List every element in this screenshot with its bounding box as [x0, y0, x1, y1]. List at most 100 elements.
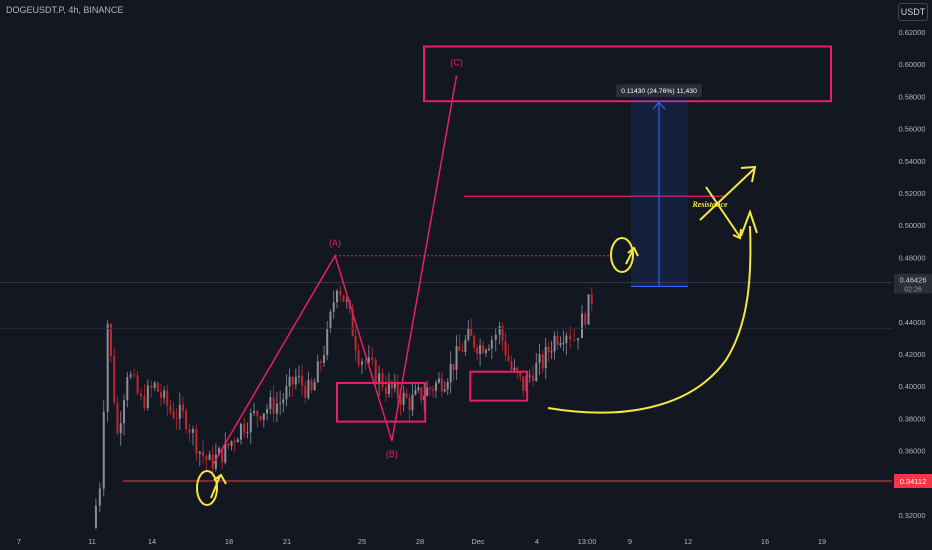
candle-body	[487, 348, 490, 350]
x-tick-label: 13:00	[578, 537, 597, 546]
candle-body	[434, 382, 437, 391]
candle-body	[426, 387, 429, 396]
candle-body	[208, 454, 211, 460]
candle-body	[387, 381, 390, 394]
candle-body	[429, 387, 432, 390]
candle-body	[432, 389, 435, 391]
circle-marker	[196, 470, 218, 506]
candle-body	[175, 417, 178, 419]
candle-body	[126, 377, 129, 401]
x-tick-label: 12	[684, 537, 692, 546]
candle-body	[156, 382, 159, 393]
candle-body	[550, 351, 553, 353]
x-tick-label: 21	[283, 537, 291, 546]
demand-zone	[469, 370, 529, 402]
cross-arrowhead	[740, 165, 757, 183]
candle-body	[236, 439, 239, 443]
candle-body	[569, 335, 572, 340]
x-tick-label: 19	[818, 537, 826, 546]
candle-body	[461, 350, 464, 352]
candle-body	[188, 429, 191, 433]
candle-body	[313, 382, 316, 391]
up-arrow-mark	[210, 473, 227, 499]
candle-body	[449, 363, 452, 383]
candle-body	[181, 404, 184, 412]
candle-body	[476, 347, 479, 354]
candle-body	[437, 378, 440, 383]
candle-body	[351, 308, 354, 337]
currency-button[interactable]: USDT	[898, 3, 928, 21]
x-tick-label: 28	[416, 537, 424, 546]
candle-body	[458, 346, 461, 351]
wave-label: (C)	[450, 57, 463, 67]
candle-body	[357, 350, 360, 365]
candle-body	[381, 373, 384, 388]
drawings-layer: (A) (B) (C) Resistance 0.11430 (24.76%) 11,4…	[0, 45, 892, 506]
candle-body	[396, 381, 399, 398]
support-badge	[894, 473, 932, 488]
candle-body	[342, 295, 345, 302]
candle-body	[367, 357, 370, 363]
measure-label-bg	[616, 84, 702, 98]
candle-body	[185, 411, 188, 430]
x-tick-label: 18	[225, 537, 233, 546]
candle-body	[326, 328, 329, 356]
candle-body	[102, 411, 105, 489]
candle-body	[163, 390, 166, 398]
candle-body	[150, 385, 153, 388]
candle-body	[562, 343, 565, 345]
candle-body	[345, 300, 348, 302]
candle-body	[519, 373, 522, 377]
candle-body	[405, 392, 408, 398]
candle-body	[272, 397, 275, 414]
y-tick-label: 0.44000	[898, 318, 925, 327]
candle-body	[455, 346, 458, 370]
candle-body	[266, 409, 269, 414]
candle-body	[123, 400, 126, 424]
candle-body	[498, 325, 501, 335]
candle-body	[482, 345, 485, 354]
candle-body	[510, 360, 513, 371]
demand-zone	[336, 381, 427, 423]
last-price-badge	[894, 273, 932, 294]
candle-body	[336, 290, 338, 303]
candle-body	[513, 367, 516, 371]
candle-body	[285, 386, 288, 400]
candle-body	[214, 454, 217, 469]
y-tick-label: 0.36000	[898, 447, 925, 456]
candle-body	[133, 374, 136, 376]
candle-body	[587, 294, 590, 325]
candle-body	[354, 336, 357, 351]
candle-body	[113, 355, 116, 403]
candle-body	[446, 382, 449, 390]
candle-body	[378, 373, 381, 384]
candle-body	[246, 432, 249, 434]
candle-body	[310, 379, 313, 391]
axis-layer: 0.62000 0.60000 0.58000 0.56000 0.54000 0.520…	[17, 22, 932, 546]
support-level-label: 0.34112	[900, 477, 927, 486]
cross-arrows	[699, 167, 756, 238]
y-tick-label: 0.38000	[898, 414, 925, 423]
wave-label: (A)	[329, 238, 341, 248]
candle-body	[106, 323, 109, 412]
candle-body	[233, 441, 236, 443]
candle-body	[339, 290, 342, 296]
candle-body	[577, 338, 580, 341]
y-tick-label: 0.62000	[898, 28, 925, 37]
candle-body	[484, 349, 487, 354]
y-tick-label: 0.50000	[898, 221, 925, 230]
chart-header: DOGEUSDT.P, 4h, BINANCE	[6, 5, 124, 15]
candle-body	[262, 413, 265, 420]
x-tick-label: 11	[88, 537, 96, 546]
candle-body	[473, 335, 476, 348]
candle-body	[259, 416, 262, 420]
candle-body	[291, 376, 294, 385]
candle-body	[253, 410, 256, 414]
candle-body	[304, 385, 307, 398]
candle-body	[195, 429, 198, 454]
candle-body	[205, 455, 208, 460]
candle-body	[516, 367, 519, 374]
y-tick-label: 0.42000	[898, 350, 925, 359]
candle-body	[547, 346, 550, 352]
